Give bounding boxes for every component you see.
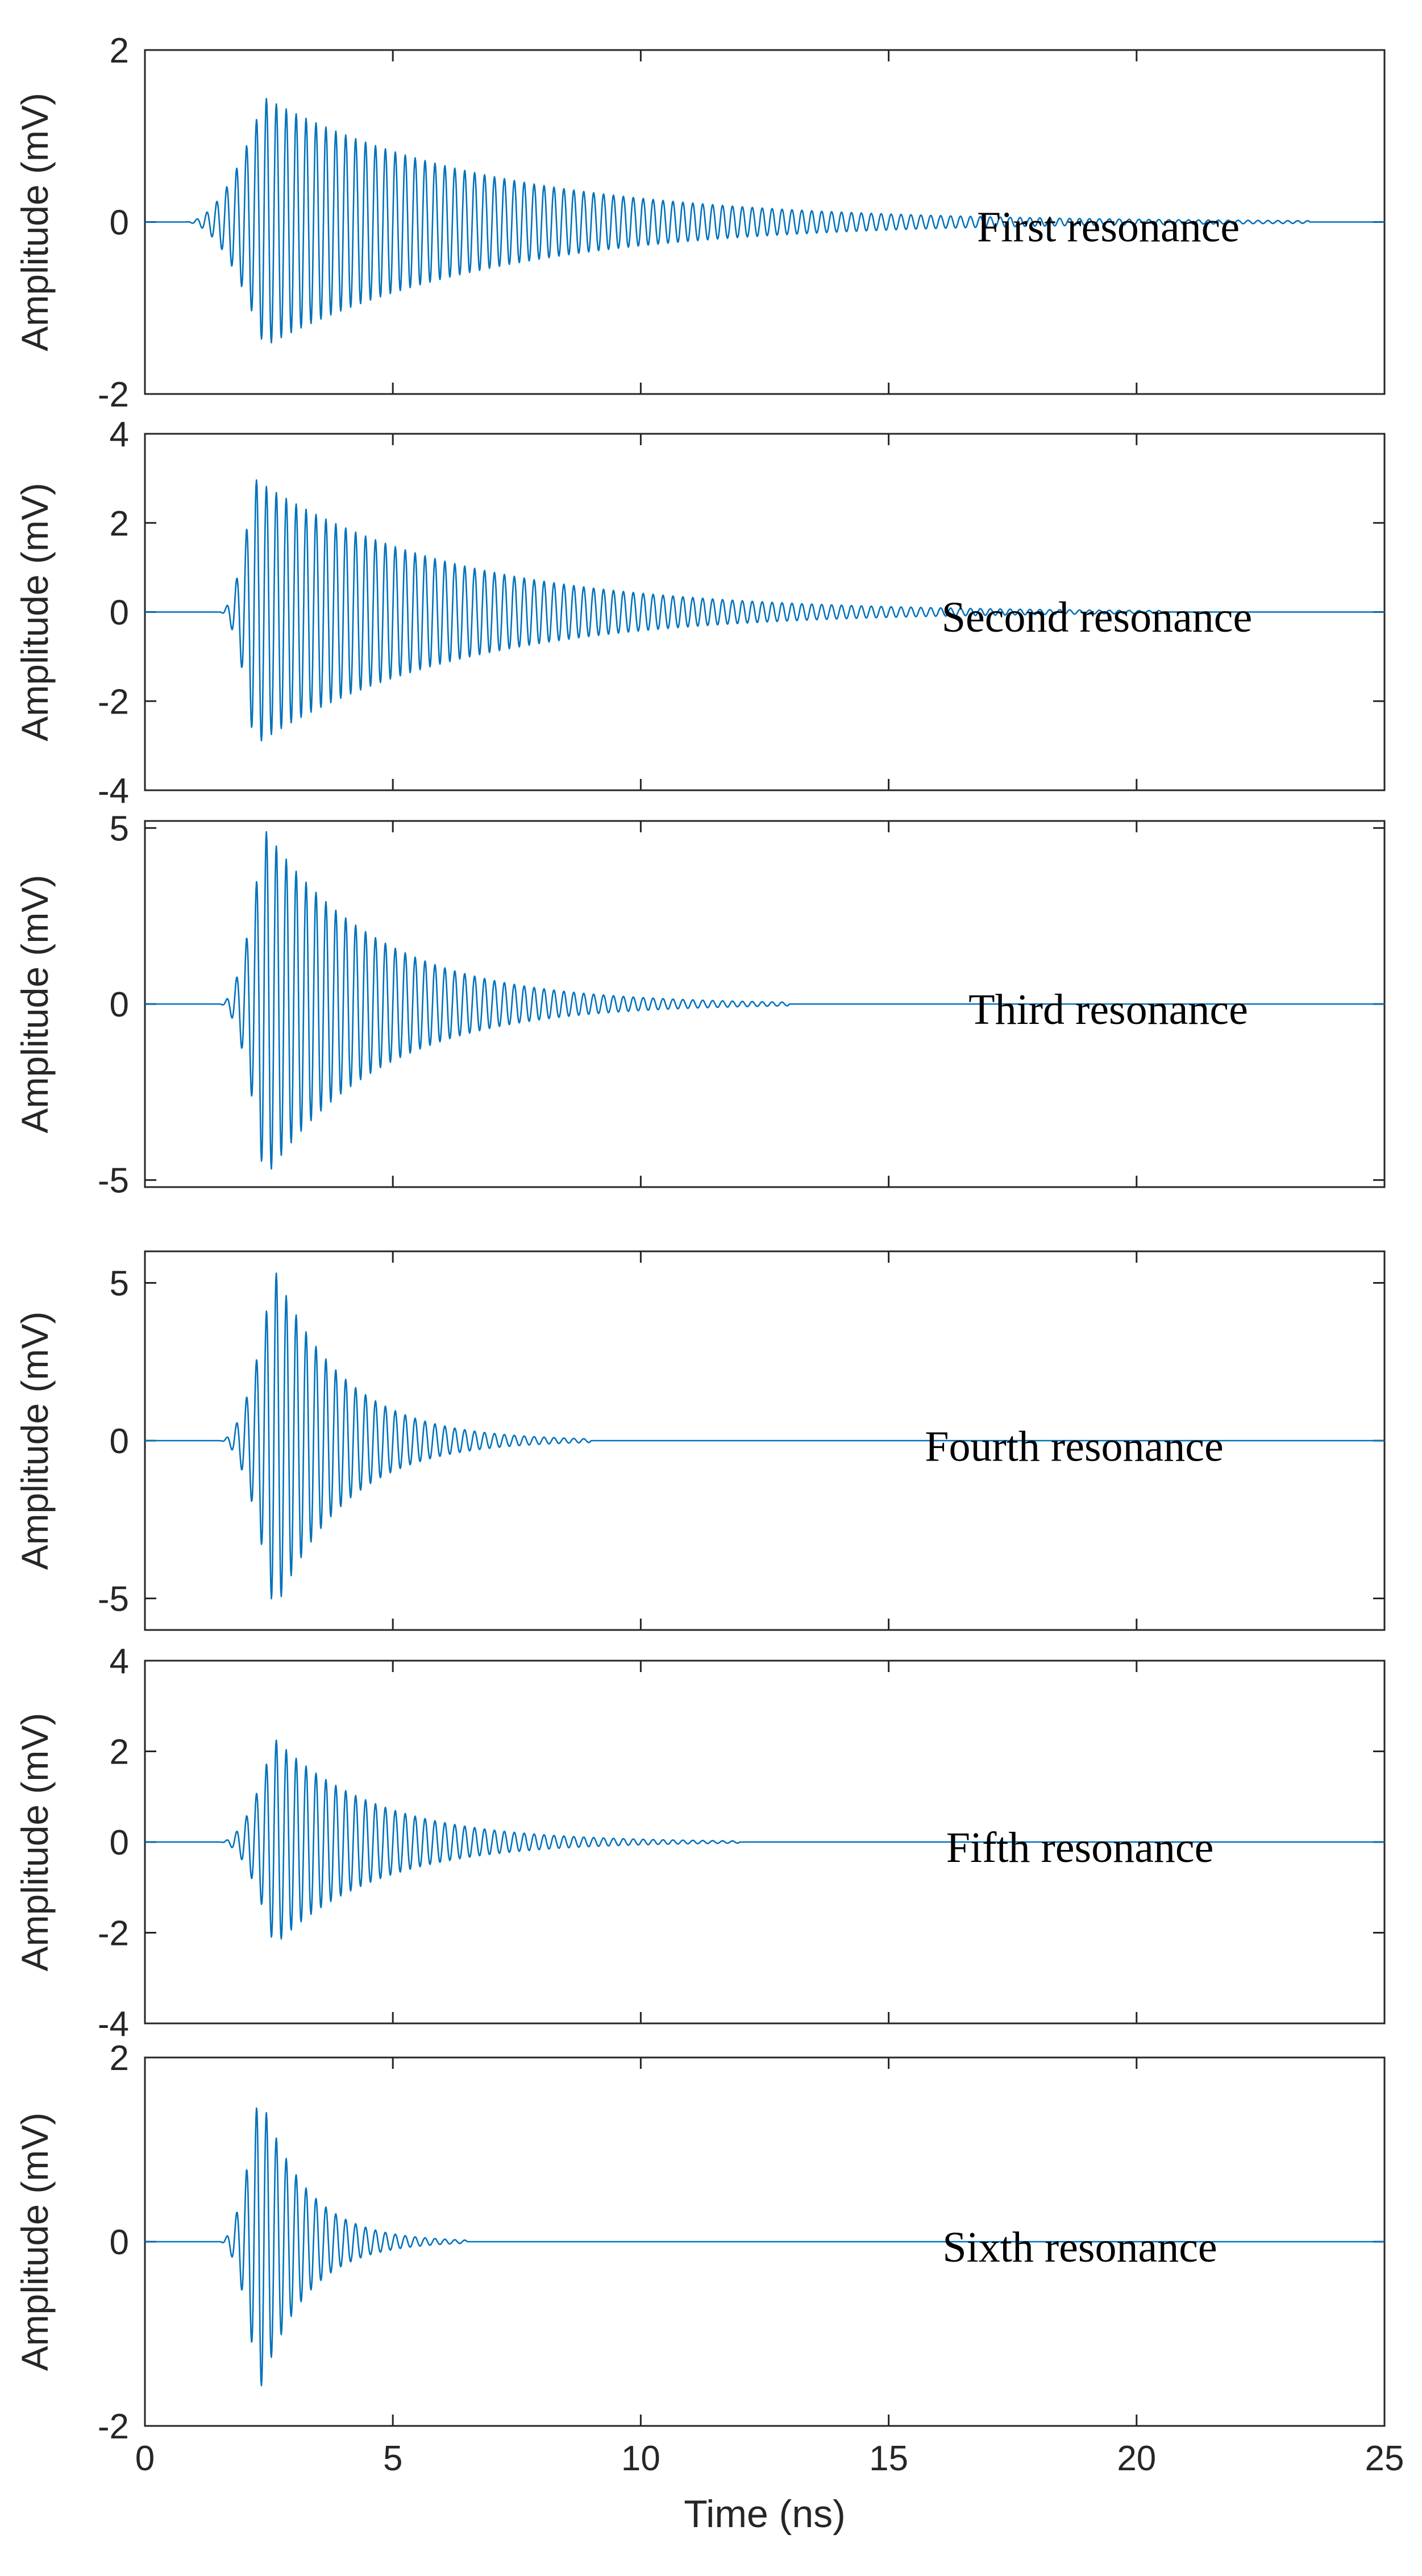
y-tick-label: 5 — [110, 809, 129, 848]
signal-trace — [144, 479, 1385, 742]
y-tick-label: 0 — [110, 204, 129, 243]
y-tick-label: -4 — [98, 2005, 129, 2044]
signal-trace — [144, 2107, 1385, 2387]
panel-4: -5 0 5 Amplitude (mV) Fourth resonance — [14, 1250, 1386, 1631]
y-tick-label: -2 — [98, 1914, 129, 1953]
y-tick-label: 0 — [110, 985, 129, 1024]
y-axis-label: Amplitude (mV) — [14, 875, 56, 1134]
y-tick-label: -2 — [98, 375, 129, 414]
signal-trace — [144, 98, 1385, 344]
resonance-label: Fourth resonance — [925, 1422, 1224, 1470]
y-tick-label: 0 — [110, 1823, 129, 1862]
y-axis-label: Amplitude (mV) — [14, 93, 56, 351]
resonance-label: Third resonance — [968, 986, 1248, 1034]
x-tick-label: 20 — [1117, 2439, 1156, 2478]
y-tick-label: 4 — [110, 415, 129, 454]
x-axis-label: Time (ns) — [684, 2492, 846, 2536]
x-tick-label: 15 — [869, 2439, 908, 2478]
y-axis-label: Amplitude (mV) — [14, 2113, 56, 2371]
y-tick-label: -5 — [98, 1580, 129, 1619]
y-axis-label: Amplitude (mV) — [14, 1312, 56, 1570]
resonance-label: Second resonance — [942, 594, 1253, 641]
y-tick-label: 2 — [110, 504, 129, 544]
y-tick-label: -2 — [98, 2407, 129, 2446]
x-tick-label: 5 — [383, 2439, 402, 2478]
y-tick-label: 4 — [110, 1642, 129, 1681]
signal-trace — [144, 831, 1385, 1170]
y-tick-label: 2 — [110, 31, 129, 70]
y-tick-label: 5 — [110, 1264, 129, 1304]
x-tick-label: 25 — [1365, 2439, 1404, 2478]
signal-trace — [144, 1739, 1385, 1940]
x-tick-label: 0 — [135, 2439, 155, 2478]
y-tick-label: -2 — [98, 682, 129, 721]
panel-2: -4 -2 0 2 4 Amplitude (mV) Second resonance — [14, 415, 1386, 811]
y-tick-label: -4 — [98, 771, 129, 811]
y-tick-label: 0 — [110, 2223, 129, 2262]
resonance-label: First resonance — [977, 204, 1240, 251]
y-tick-label: -5 — [98, 1162, 129, 1201]
y-tick-label: 0 — [110, 1422, 129, 1461]
panel-5: -4 -2 0 2 4 Amplitude (mV) Fifth resonance — [14, 1642, 1386, 2044]
y-tick-label: 2 — [110, 2039, 129, 2078]
y-axis-label: Amplitude (mV) — [14, 1713, 56, 1972]
y-tick-label: 0 — [110, 594, 129, 633]
panel-3: -5 0 5 Amplitude (mV) Third resonance — [14, 809, 1386, 1201]
resonance-label: Sixth resonance — [942, 2224, 1217, 2271]
y-tick-label: 2 — [110, 1733, 129, 1772]
panel-1: -2 0 2 Amplitude (mV) First resonance — [14, 31, 1386, 414]
resonance-label: Fifth resonance — [946, 1824, 1214, 1872]
x-tick-label: 10 — [621, 2439, 660, 2478]
signal-trace — [144, 1272, 1385, 1600]
y-axis-label: Amplitude (mV) — [14, 483, 56, 741]
